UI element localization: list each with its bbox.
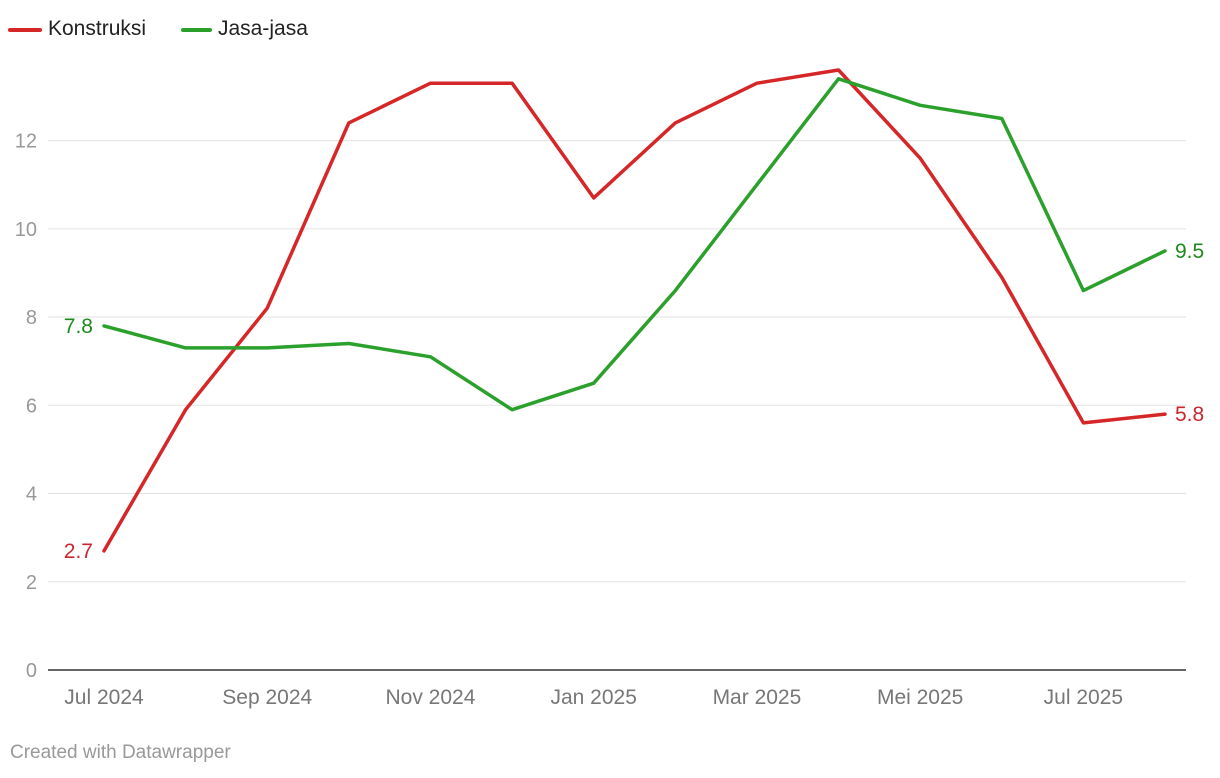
credit-text: Created with Datawrapper	[10, 742, 231, 763]
legend-label-jasa-jasa: Jasa-jasa	[218, 17, 308, 40]
series-value-labels: 2.7 5.8 7.8 9.5	[64, 240, 1204, 563]
legend-item-konstruksi[interactable]: Konstruksi	[8, 17, 146, 40]
legend-item-jasa-jasa[interactable]: Jasa-jasa	[181, 17, 308, 40]
x-tick-label-2025-07: Jul 2025	[1044, 686, 1123, 709]
legend-label-konstruksi: Konstruksi	[48, 17, 146, 40]
y-tick-label-10: 10	[15, 219, 37, 241]
x-tick-label-2024-11: Nov 2024	[386, 686, 476, 709]
y-tick-label-8: 8	[26, 307, 37, 329]
y-tick-label-6: 6	[26, 395, 37, 417]
x-tick-label-2025-03: Mar 2025	[713, 686, 802, 709]
end-value-label-jasa-jasa: 9.5	[1175, 240, 1204, 263]
y-tick-label-12: 12	[15, 131, 37, 153]
y-axis-tick-labels: 0 2 4 6 8 10 12	[15, 131, 37, 682]
legend: Konstruksi Jasa-jasa	[8, 17, 308, 40]
y-tick-label-2: 2	[26, 572, 37, 594]
x-axis-tick-labels: Jul 2024 Sep 2024 Nov 2024 Jan 2025 Mar 2025…	[64, 686, 1123, 709]
start-value-label-jasa-jasa: 7.8	[64, 315, 93, 338]
end-value-label-konstruksi: 5.8	[1175, 403, 1204, 426]
x-tick-label-2025-05: Mei 2025	[877, 686, 963, 709]
x-tick-label-2024-09: Sep 2024	[222, 686, 312, 709]
series-line-jasa-jasa	[102, 77, 1167, 412]
x-tick-label-2025-01: Jan 2025	[550, 686, 636, 709]
start-value-label-konstruksi: 2.7	[64, 540, 93, 563]
x-tick-label-2024-07: Jul 2024	[64, 686, 144, 709]
gridlines	[48, 140, 1186, 583]
series-lines	[102, 68, 1167, 553]
series-line-konstruksi	[102, 68, 1167, 553]
y-tick-label-4: 4	[26, 484, 37, 506]
y-tick-label-0: 0	[26, 660, 37, 682]
